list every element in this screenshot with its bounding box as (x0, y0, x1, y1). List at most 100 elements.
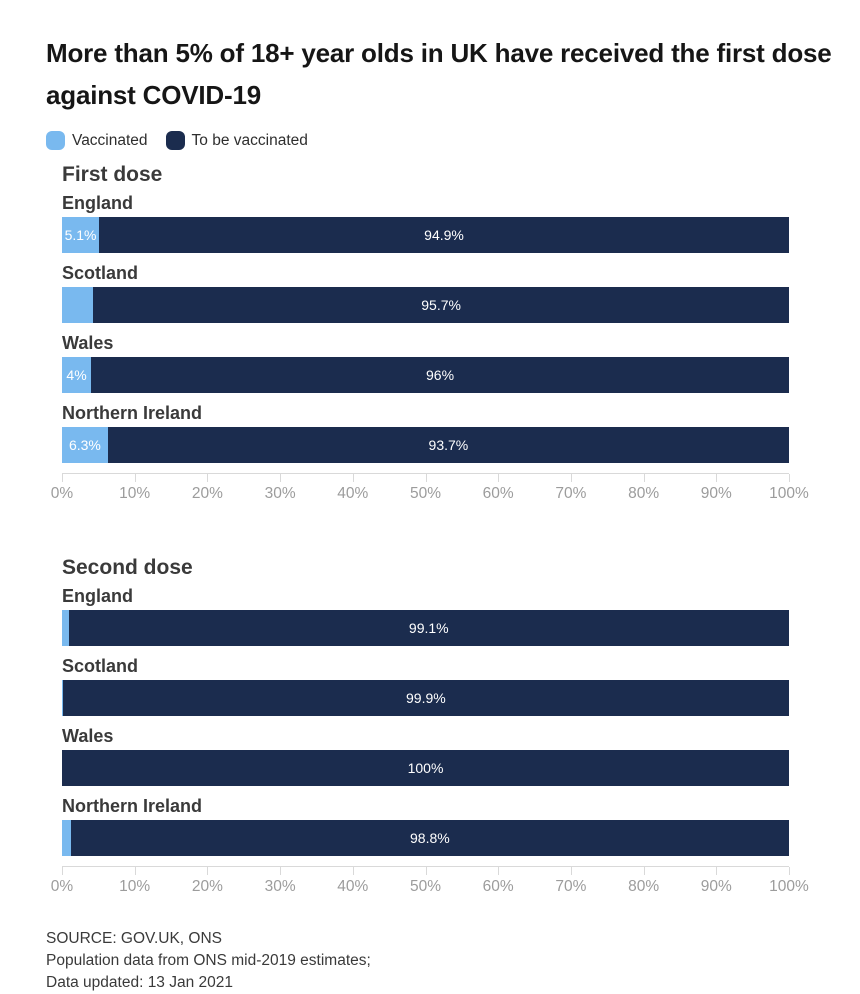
remaining-bar: 96% (91, 357, 789, 394)
legend-item-to-be-vaccinated: To be vaccinated (165, 131, 308, 151)
axis-tick: 30% (265, 867, 296, 895)
axis-tick: 60% (483, 867, 514, 895)
tick-mark (498, 867, 500, 876)
remaining-bar: 99.1% (68, 610, 789, 647)
axis-tick-label: 60% (482, 878, 514, 896)
page-title: More than 5% of 18+ year olds in UK have… (46, 38, 832, 111)
bar-row-northern-ireland: Northern Ireland 98.8% (62, 796, 789, 857)
axis-tick: 0% (51, 474, 73, 502)
axis-tick-label: 90% (700, 878, 732, 896)
source-line: Population data from ONS mid-2019 estima… (46, 952, 371, 970)
axis-tick: 100% (769, 867, 809, 895)
bar-value-label: 93.7% (428, 437, 469, 454)
bar-row-wales: Wales 100% (62, 726, 789, 787)
axis-tick: 20% (192, 867, 223, 895)
axis-tick-label: 40% (337, 878, 369, 896)
axis-tick-label: 60% (482, 485, 514, 503)
x-axis: 0% 10% 20% 30% 40% 50% 60% 70% 80% 90% 1… (51, 473, 809, 522)
bar-value-label: 96% (426, 367, 455, 384)
axis-tick: 70% (555, 867, 586, 895)
x-axis: 0% 10% 20% 30% 40% 50% 60% 70% 80% 90% 1… (51, 866, 809, 915)
axis-tick-label: 50% (409, 485, 442, 503)
bar-value-label: 5.1% (64, 227, 97, 244)
remaining-bar: 99.9% (62, 680, 789, 717)
bar-value-label: 99.9% (406, 690, 446, 707)
tick-mark (498, 474, 500, 483)
country-label: Northern Ireland (62, 796, 203, 817)
bar-track: 99.1% (62, 610, 789, 647)
legend-item-vaccinated: Vaccinated (46, 131, 148, 151)
bar-track: 98.8% (62, 820, 789, 857)
bar-row-scotland: Scotland 99.9% (62, 656, 789, 717)
tick-mark (62, 474, 63, 483)
to-be-vaccinated-swatch (165, 131, 185, 151)
tick-mark (716, 474, 718, 483)
tick-mark (570, 474, 572, 483)
section-second-dose: Second dose England 99.1% Scotland (51, 556, 809, 915)
axis-tick: 0% (51, 867, 73, 895)
axis-tick-label: 20% (191, 878, 223, 896)
axis-tick: 80% (628, 867, 659, 895)
tick-mark (280, 867, 282, 876)
remaining-bar: 93.7% (107, 427, 789, 464)
tick-mark (134, 867, 136, 876)
axis-tick-label: 10% (119, 878, 151, 896)
section-heading: Second dose (62, 556, 193, 580)
axis-line (62, 473, 789, 475)
axis-tick: 100% (769, 474, 809, 502)
vaccinated-bar: 4% (62, 357, 92, 394)
axis-tick-label: 30% (264, 878, 296, 896)
source-line: SOURCE: GOV.UK, ONS (46, 930, 222, 948)
bar-value-label: 6.3% (68, 437, 101, 454)
axis-tick: 40% (337, 474, 368, 502)
vaccinated-bar (62, 680, 63, 717)
country-label: Scotland (62, 656, 139, 677)
country-label: Northern Ireland (62, 403, 203, 424)
tick-mark (425, 867, 427, 876)
tick-mark (716, 867, 718, 876)
axis-tick: 80% (628, 474, 659, 502)
axis-tick-label: 100% (769, 878, 809, 896)
country-label: England (62, 193, 133, 214)
bar-row-scotland: Scotland 95.7% (62, 263, 789, 324)
bar-value-label: 100% (407, 760, 444, 777)
axis-tick-label: 40% (337, 485, 369, 503)
legend: Vaccinated To be vaccinated (46, 131, 814, 151)
axis-tick-label: 10% (119, 485, 151, 503)
tick-mark (643, 867, 645, 876)
country-label: Wales (62, 333, 114, 354)
axis-tick-label: 70% (555, 878, 587, 896)
axis-tick: 90% (701, 867, 732, 895)
remaining-bar: 100% (62, 750, 789, 787)
bar-row-northern-ireland: Northern Ireland 6.3% 93.7% (62, 403, 789, 464)
axis-line (62, 866, 789, 868)
bar-track: 95.7% (62, 287, 789, 324)
tick-mark (207, 867, 209, 876)
legend-label: Vaccinated (72, 131, 148, 149)
axis-tick-label: 90% (700, 485, 732, 503)
tick-mark (789, 867, 790, 876)
axis-tick-label: 0% (50, 878, 74, 896)
charts: First dose England 5.1% 94.9% Scotland (51, 163, 809, 915)
axis-tick-label: 20% (191, 485, 223, 503)
section-heading: First dose (62, 163, 163, 187)
vaccinated-bar (62, 820, 71, 857)
source-line: Data updated: 13 Jan 2021 (46, 974, 234, 992)
tick-mark (280, 474, 282, 483)
bar-track: 99.9% (62, 680, 789, 717)
axis-tick: 70% (555, 474, 586, 502)
bar-value-label: 95.7% (421, 297, 461, 314)
bar-track: 100% (62, 750, 789, 787)
vaccinated-bar (62, 287, 94, 324)
vaccinated-bar: 5.1% (62, 217, 100, 254)
tick-mark (789, 474, 790, 483)
bar-row-england: England 5.1% 94.9% (62, 193, 789, 254)
bar-track: 5.1% 94.9% (62, 217, 789, 254)
axis-tick: 90% (701, 474, 732, 502)
tick-mark (134, 474, 136, 483)
vaccinated-bar (62, 610, 69, 647)
bar-value-label: 94.9% (424, 227, 464, 244)
axis-tick: 30% (265, 474, 296, 502)
axis-tick-label: 70% (555, 485, 587, 503)
